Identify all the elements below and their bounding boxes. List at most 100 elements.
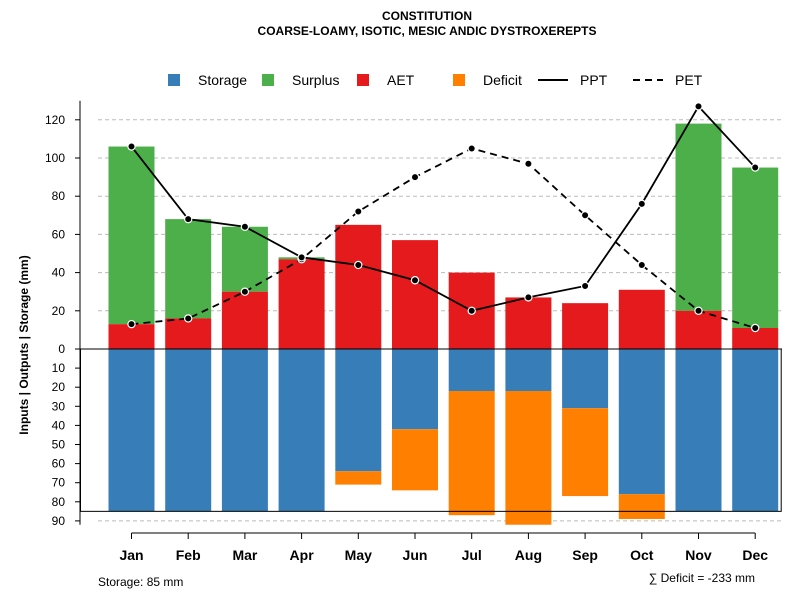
aet-bar bbox=[505, 297, 552, 349]
ppt-point bbox=[694, 102, 703, 111]
ppt-point bbox=[637, 199, 647, 209]
x-tick-label: May bbox=[345, 547, 372, 563]
y-tick-label: 20 bbox=[52, 304, 66, 318]
x-tick-label: Dec bbox=[742, 547, 768, 563]
y-tick-label: 70 bbox=[52, 476, 66, 490]
y-tick-label: 40 bbox=[52, 418, 66, 432]
surplus-bar bbox=[732, 167, 779, 328]
storage-bar bbox=[562, 349, 609, 409]
legend-label-aet: AET bbox=[387, 72, 415, 88]
surplus-bar bbox=[221, 226, 268, 292]
x-tick-label: Jan bbox=[119, 547, 143, 563]
deficit-bar bbox=[392, 429, 438, 491]
pet-line bbox=[131, 147, 756, 329]
aet-bar bbox=[335, 224, 382, 349]
pet-point bbox=[751, 323, 760, 333]
x-tick-label: Apr bbox=[290, 547, 315, 563]
legend-swatch-deficit bbox=[453, 74, 465, 86]
ppt-point bbox=[410, 276, 420, 285]
x-tick-label: Nov bbox=[685, 547, 712, 563]
pet-point bbox=[524, 159, 533, 168]
surplus-bar bbox=[165, 219, 212, 319]
chart-subtitle: COARSE-LOAMY, ISOTIC, MESIC ANDIC DYSTRO… bbox=[258, 24, 597, 38]
storage-bar bbox=[448, 349, 495, 392]
ppt-line bbox=[130, 104, 756, 312]
ppt-point bbox=[580, 281, 590, 291]
y-tick-label: 10 bbox=[52, 361, 66, 375]
y-tick-label: 50 bbox=[52, 438, 66, 452]
aet-bar bbox=[732, 327, 779, 349]
pet-point bbox=[694, 306, 703, 315]
pet-point bbox=[580, 211, 590, 220]
storage-bar bbox=[335, 349, 382, 472]
pet-point bbox=[410, 172, 420, 182]
legend-label-storage: Storage bbox=[198, 72, 247, 88]
deficit-bar bbox=[448, 391, 495, 516]
storage-bar bbox=[108, 349, 155, 512]
axes: 0 20 40 60 80 100 120 10 20 30 40 50 60 70 80 90 Jan Feb M… bbox=[45, 100, 782, 563]
series-lines bbox=[127, 102, 760, 333]
legend-swatch-surplus bbox=[262, 74, 274, 86]
x-tick-label: Mar bbox=[232, 547, 257, 563]
y-tick-label: 40 bbox=[52, 266, 66, 280]
pet-point bbox=[637, 260, 647, 270]
y-tick-label: 60 bbox=[52, 227, 66, 241]
storage-bar bbox=[505, 349, 552, 392]
y-tick-label: 20 bbox=[52, 380, 66, 394]
storage-bar bbox=[675, 349, 722, 512]
legend-label-deficit: Deficit bbox=[483, 72, 522, 88]
x-tick-label: Jul bbox=[462, 547, 482, 563]
storage-bar bbox=[732, 349, 779, 512]
pet-point bbox=[354, 207, 363, 216]
ppt-point bbox=[467, 306, 476, 315]
y-tick-label: 90 bbox=[52, 514, 66, 528]
ppt-point bbox=[354, 260, 363, 270]
ppt-point bbox=[127, 142, 136, 151]
storage-bar bbox=[221, 349, 268, 512]
legend-swatch-aet bbox=[357, 74, 369, 86]
pet-point bbox=[127, 319, 136, 329]
ppt-point bbox=[524, 293, 533, 302]
storage-note: Storage: 85 mm bbox=[98, 575, 183, 589]
y-tick-label: 120 bbox=[45, 113, 65, 127]
pet-point bbox=[240, 287, 250, 296]
deficit-bar bbox=[505, 391, 552, 525]
legend-swatch-storage bbox=[168, 74, 180, 86]
storage-bar bbox=[618, 349, 665, 495]
x-tick-label: Aug bbox=[515, 547, 542, 563]
storage-bar bbox=[392, 349, 438, 430]
storage-bar bbox=[278, 349, 325, 512]
pet-point bbox=[467, 144, 476, 153]
aet-bar bbox=[562, 303, 609, 349]
deficit-note: ∑ Deficit = -233 mm bbox=[649, 571, 755, 585]
ppt-point bbox=[751, 163, 760, 172]
chart-title: CONSTITUTION bbox=[382, 9, 472, 23]
deficit-bar bbox=[618, 494, 665, 519]
legend-label-surplus: Surplus bbox=[292, 72, 339, 88]
x-tick-label: Sep bbox=[572, 547, 598, 563]
y-tick-label: 60 bbox=[52, 457, 66, 471]
ppt-point bbox=[240, 222, 250, 231]
x-tick-label: Jun bbox=[403, 547, 428, 563]
legend-label-ppt: PPT bbox=[580, 72, 608, 88]
aet-bar bbox=[278, 259, 325, 349]
x-tick-label: Feb bbox=[176, 547, 201, 563]
aet-bar bbox=[165, 318, 212, 349]
storage-bar bbox=[165, 349, 212, 512]
legend: Storage Surplus AET Deficit PPT PET bbox=[168, 72, 703, 88]
ppt-point bbox=[297, 253, 306, 262]
pet-point bbox=[183, 314, 193, 323]
y-tick-label: 80 bbox=[52, 189, 66, 203]
bars bbox=[80, 123, 782, 525]
y-tick-label: 80 bbox=[52, 495, 66, 509]
ppt-point bbox=[183, 214, 193, 224]
aet-bar bbox=[221, 291, 268, 349]
y-tick-label: 30 bbox=[52, 399, 66, 413]
aet-bar bbox=[618, 289, 665, 349]
legend-label-pet: PET bbox=[675, 72, 703, 88]
aet-bar bbox=[392, 240, 438, 349]
deficit-bar bbox=[562, 408, 609, 497]
surplus-bar bbox=[108, 146, 155, 325]
y-tick-label: 0 bbox=[58, 342, 65, 356]
